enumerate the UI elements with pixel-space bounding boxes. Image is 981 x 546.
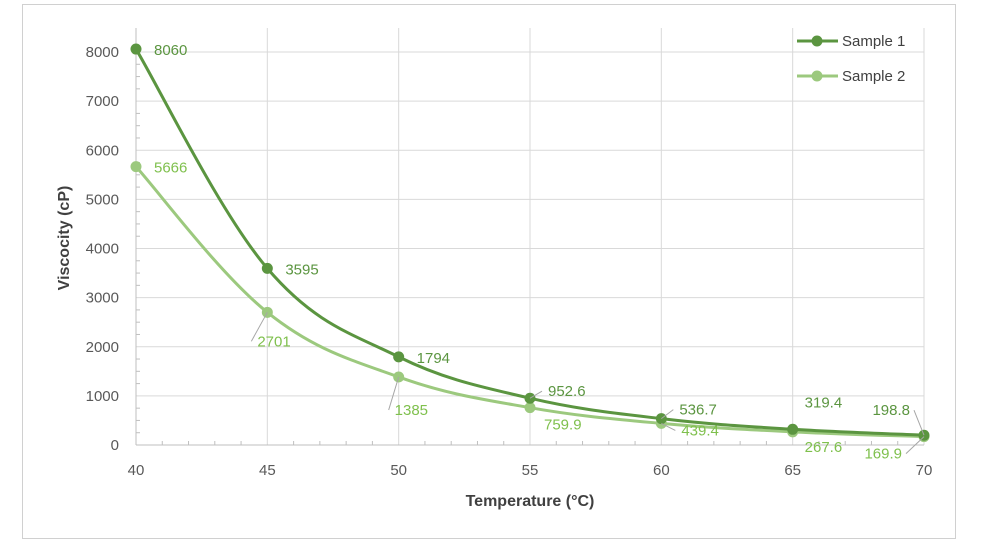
y-tick-label: 3000 [86, 290, 119, 307]
data-point [524, 402, 536, 414]
y-tick-label: 6000 [86, 142, 119, 159]
data-label: 5666 [154, 160, 187, 177]
x-tick-label: 65 [784, 462, 801, 479]
data-label: 952.6 [548, 383, 586, 400]
data-label: 759.9 [544, 417, 582, 434]
y-tick-label: 1000 [86, 388, 119, 405]
data-label: 169.9 [864, 446, 902, 463]
y-tick-label: 5000 [86, 191, 119, 208]
legend-label: Sample 1 [842, 33, 905, 50]
y-axis-title: Viscocity (cP) [56, 186, 73, 291]
y-tick-label: 2000 [86, 339, 119, 356]
data-label: 2701 [257, 333, 290, 350]
leader-line [661, 409, 674, 420]
data-label: 198.8 [872, 402, 910, 419]
y-tick-label: 4000 [86, 241, 119, 258]
x-axis-title: Temperature (°C) [466, 493, 595, 510]
data-point [130, 43, 142, 55]
data-point [130, 161, 142, 173]
x-tick-label: 45 [259, 462, 276, 479]
x-tick-label: 55 [522, 462, 539, 479]
data-label: 1385 [395, 402, 428, 419]
label-leader-lines [250, 312, 925, 455]
x-tick-labels: 40 45 50 55 60 65 70 [128, 462, 933, 479]
y-tick-labels: 0 1000 2000 3000 4000 5000 6000 7000 8000 [86, 44, 119, 454]
legend-item-sample-2: Sample 2 [797, 68, 905, 85]
x-tick-label: 70 [916, 462, 933, 479]
x-tick-label: 50 [390, 462, 407, 479]
x-tick-label: 40 [128, 462, 145, 479]
data-point [261, 262, 273, 274]
data-label: 319.4 [805, 394, 843, 411]
leader-line [388, 376, 400, 411]
grid-lines [136, 28, 925, 445]
data-label: 536.7 [679, 402, 717, 419]
leader-line [913, 410, 925, 436]
series-layer [130, 43, 930, 443]
data-label: 1794 [417, 350, 450, 367]
legend-item-sample-1: Sample 1 [797, 33, 905, 50]
leader-line [905, 436, 925, 455]
x-tick-label: 60 [653, 462, 670, 479]
y-tick-label: 7000 [86, 93, 119, 110]
legend-marker [811, 35, 823, 47]
legend-label: Sample 2 [842, 68, 905, 85]
chart-frame [22, 4, 956, 539]
y-tick-label: 8000 [86, 44, 119, 61]
data-labels: 5666 2701 1385 759.9 439.4 267.6 169.9 8060 3595… [154, 42, 910, 463]
leader-line [529, 390, 543, 399]
data-label: 267.6 [805, 439, 843, 456]
leader-line [661, 422, 676, 431]
legend-marker [811, 70, 823, 82]
data-point [787, 423, 799, 435]
data-point [393, 351, 405, 363]
legend: Sample 1 Sample 2 [797, 33, 905, 85]
data-label: 3595 [285, 261, 318, 278]
data-label: 8060 [154, 42, 187, 59]
data-label: 439.4 [681, 422, 719, 439]
y-tick-label: 0 [111, 437, 119, 454]
leader-line [250, 312, 268, 342]
